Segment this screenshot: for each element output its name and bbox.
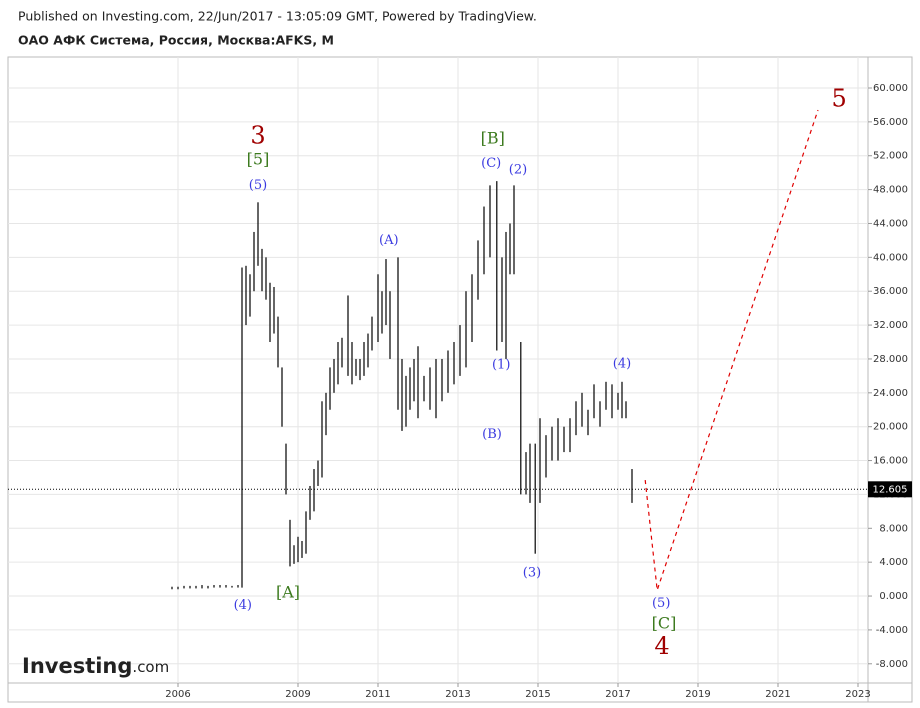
- x-tick-label: 2015: [525, 689, 550, 700]
- wave-label: (4): [613, 357, 631, 372]
- y-tick-label: 60.000: [873, 83, 908, 94]
- y-tick-label: 52.000: [873, 151, 908, 162]
- y-tick-label: 8.000: [879, 523, 908, 534]
- y-tick-label: 24.000: [873, 388, 908, 399]
- x-tick-label: 2011: [365, 689, 390, 700]
- wave-label: (A): [379, 233, 399, 248]
- wave-label: 5: [832, 84, 847, 112]
- x-tick-label: 2023: [845, 689, 870, 700]
- wave-label: [C]: [652, 613, 677, 632]
- y-tick-label: 4.000: [879, 557, 908, 568]
- wave-label: (4): [234, 598, 252, 613]
- wave-label: (1): [492, 357, 510, 372]
- wave-label: (5): [652, 596, 670, 611]
- x-tick-label: 2021: [765, 689, 790, 700]
- logo-brand: Investing: [22, 654, 132, 678]
- logo: Investing.com: [22, 654, 169, 678]
- y-tick-label: 44.000: [873, 218, 908, 229]
- wave-label: (5): [249, 178, 267, 193]
- y-tick-label: -4.000: [876, 625, 908, 636]
- last-price-box: [868, 481, 912, 498]
- wave-label: [A]: [276, 583, 300, 602]
- y-tick-label: 16.000: [873, 456, 908, 467]
- x-tick-label: 2006: [165, 689, 190, 700]
- y-tick-label: 0.000: [879, 591, 908, 602]
- y-tick-label: 56.000: [873, 117, 908, 128]
- wave-label: 3: [250, 122, 265, 150]
- wave-label: (B): [482, 427, 502, 442]
- wave-label: (C): [481, 156, 501, 171]
- y-tick-label: 48.000: [873, 185, 908, 196]
- y-tick-label: 40.000: [873, 252, 908, 263]
- wave-label: [5]: [247, 149, 270, 168]
- frame: [7, 56, 913, 703]
- logo-suffix: .com: [132, 658, 169, 676]
- y-tick-label: 20.000: [873, 422, 908, 433]
- x-tick-label: 2013: [445, 689, 470, 700]
- x-tick-label: 2019: [685, 689, 710, 700]
- x-tick-label: 2017: [605, 689, 630, 700]
- y-tick-label: -8.000: [876, 659, 908, 670]
- x-tick-label: 2009: [285, 689, 310, 700]
- last-price-label: 12.605: [873, 484, 908, 495]
- wave-label: 4: [654, 632, 669, 660]
- symbol-title: ОАО АФК Система, Россия, Москва:AFKS, M: [18, 33, 334, 48]
- wave-label: (2): [509, 163, 527, 178]
- y-tick-label: 36.000: [873, 286, 908, 297]
- published-note: Published on Investing.com, 22/Jun/2017 …: [18, 9, 537, 24]
- y-tick-label: 32.000: [873, 320, 908, 331]
- forecast-line: [644, 109, 819, 591]
- wave-label: (3): [523, 566, 541, 581]
- wave-label: [B]: [481, 128, 505, 147]
- y-tick-label: 28.000: [873, 354, 908, 365]
